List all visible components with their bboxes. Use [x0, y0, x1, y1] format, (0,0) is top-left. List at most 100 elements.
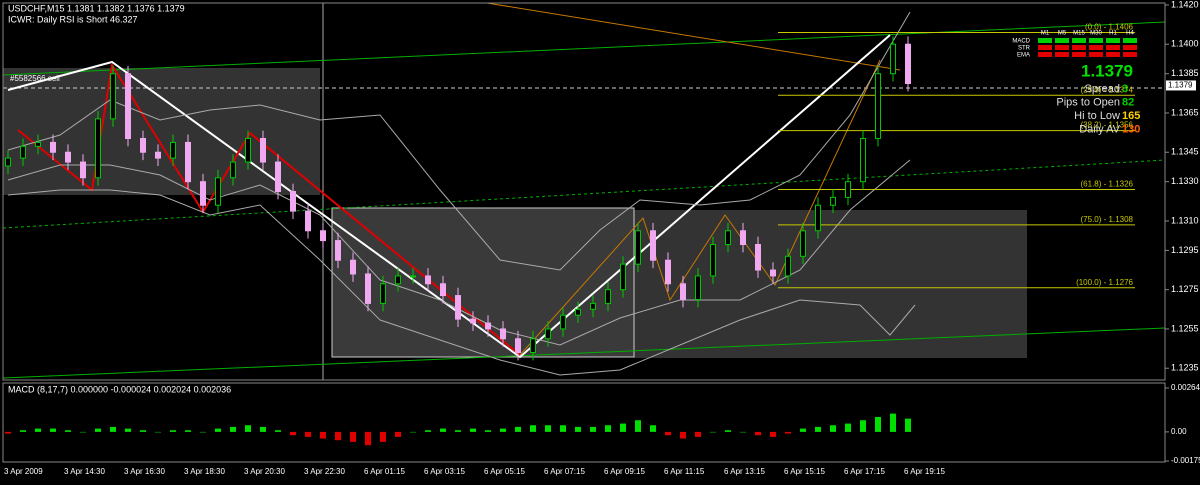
macd-bar	[860, 420, 866, 432]
fib-label: (0.0) - 1.1406	[1085, 23, 1134, 32]
tf-cell	[1072, 45, 1086, 50]
y-tick-label: 0.00	[1171, 427, 1187, 436]
y-tick-label: 1.1365	[1171, 107, 1199, 117]
info-label: Hi to Low	[1074, 110, 1120, 122]
y-tick-label: 1.1310	[1171, 215, 1199, 225]
macd-bar	[440, 428, 446, 432]
candle-body	[770, 269, 776, 277]
candle-body	[290, 191, 296, 212]
tf-cell	[1038, 38, 1052, 43]
macd-bar	[680, 431, 686, 439]
x-tick-label: 3 Apr 18:30	[184, 467, 225, 476]
macd-bar	[890, 413, 896, 432]
macd-bar	[530, 425, 536, 432]
macd-bar	[275, 430, 281, 432]
macd-bar	[65, 430, 71, 432]
tf-cell	[1038, 52, 1052, 57]
x-tick-label: 6 Apr 17:15	[844, 467, 885, 476]
tf-column: M30	[1090, 31, 1102, 37]
candle-body	[800, 230, 806, 257]
candle-body	[665, 259, 671, 285]
macd-bar	[5, 431, 11, 434]
plot-frame	[2, 382, 1166, 463]
x-tick-label: 3 Apr 22:30	[304, 467, 345, 476]
band-line	[7, 159, 911, 346]
candle-body	[65, 151, 71, 163]
tf-cell	[1089, 45, 1103, 50]
trade-label: #5582566 sell	[10, 74, 60, 83]
tf-cell	[1106, 52, 1120, 57]
y-tick-label: 1.1275	[1171, 284, 1199, 294]
x-tick-label: 6 Apr 11:15	[664, 467, 705, 476]
candle-body	[500, 328, 506, 340]
range-box	[634, 210, 1027, 358]
macd-bar	[515, 426, 521, 432]
macd-bar	[455, 430, 461, 432]
macd-bar	[320, 431, 326, 439]
zigzag	[519, 59, 881, 356]
candle-body	[830, 196, 836, 206]
y-tick-label: 1.1255	[1171, 323, 1199, 333]
y-tick-label: 1.1235	[1171, 363, 1199, 373]
x-tick-label: 6 Apr 15:15	[784, 467, 825, 476]
fib-label: (25.0) - 1.1374	[1081, 85, 1134, 94]
candle-body	[545, 328, 551, 340]
macd-bar	[785, 431, 791, 434]
candle-body	[860, 137, 866, 183]
macd-bar	[125, 428, 131, 432]
fib-label: (100.0) - 1.1276	[1076, 278, 1133, 287]
macd-bar	[20, 430, 26, 432]
candle-body	[230, 161, 236, 179]
candle-body	[200, 181, 206, 206]
y-tick-label: -0.00175	[1171, 456, 1200, 465]
x-tick-label: 6 Apr 03:15	[424, 467, 465, 476]
info-value: 165	[1122, 110, 1140, 122]
tf-row: STR	[1018, 46, 1031, 52]
macd-bar	[575, 426, 581, 432]
macd-bar	[425, 430, 431, 432]
candle-body	[350, 259, 356, 275]
plot-frame	[2, 2, 1166, 381]
macd-bar	[755, 431, 761, 436]
chart-subtitle: ICWR: Daily RSI is Short 46.327	[8, 14, 138, 24]
macd-bar	[740, 431, 746, 433]
current-price: 1.1379	[1081, 61, 1133, 80]
candle-body	[80, 161, 86, 179]
candle-body	[455, 295, 461, 320]
tf-cell	[1055, 52, 1069, 57]
macd-bar	[410, 431, 416, 433]
candle-body	[440, 283, 446, 297]
zigzag	[7, 34, 891, 359]
tf-column: H1	[1109, 31, 1117, 37]
candle-body	[845, 181, 851, 198]
candle-body	[680, 283, 686, 300]
price-tag-bg	[1166, 80, 1196, 91]
macd-bar	[905, 418, 911, 432]
macd-bar	[695, 431, 701, 437]
x-tick-label: 6 Apr 07:15	[544, 467, 585, 476]
x-tick-label: 3 Apr 2009	[4, 467, 43, 476]
trend-line	[2, 21, 1166, 76]
macd-bar	[335, 431, 341, 441]
macd-bar	[95, 428, 101, 432]
fib-label: (38.2) - 1.1356	[1081, 121, 1134, 130]
candle-body	[740, 230, 746, 246]
candle-body	[260, 137, 266, 163]
macd-bar	[260, 426, 266, 432]
tf-cell	[1123, 45, 1137, 50]
macd-bar	[650, 425, 656, 432]
candle-body	[875, 73, 881, 139]
macd-bar	[875, 416, 881, 432]
candle-body	[185, 141, 191, 183]
candle-body	[530, 338, 536, 354]
macd-bar	[380, 431, 386, 442]
price-tag: 1.1379	[1168, 81, 1193, 90]
y-tick-label: 1.1345	[1171, 147, 1199, 157]
tf-cell	[1072, 52, 1086, 57]
candle-body	[890, 43, 896, 75]
x-tick-label: 6 Apr 05:15	[484, 467, 525, 476]
trend-line	[2, 327, 1166, 379]
tf-column: M15	[1073, 31, 1085, 37]
tf-cell	[1038, 45, 1052, 50]
macd-bar	[350, 431, 356, 442]
